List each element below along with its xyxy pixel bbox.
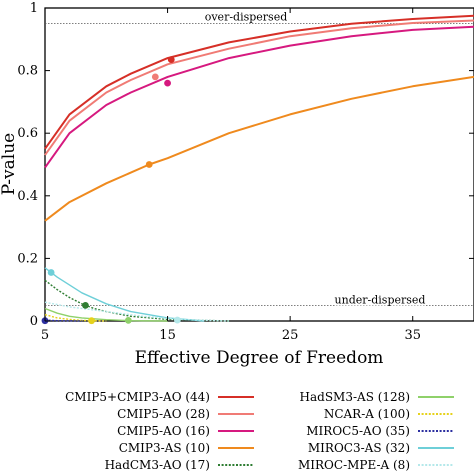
series-line-2 [44,25,474,169]
reference-label-bg [335,292,425,306]
y-tick-label: 0 [30,314,38,329]
y-tick-label: 0.8 [17,64,38,79]
reference-label-bg [201,9,291,23]
series-line-4 [44,279,229,322]
series-marker-4 [82,301,89,309]
series-line-7 [44,319,82,322]
y-tick-label: 1 [30,1,38,16]
legend-label-4: HadCM3-AO (17) [105,458,210,472]
legend-label-1: CMIP5-AO (28) [117,407,210,421]
x-tick-label: 35 [404,328,421,343]
series-marker-2 [164,79,171,87]
legend-label-5: HadSM3-AS (128) [300,390,410,404]
series-line-3 [44,75,474,222]
series-marker-9 [173,316,181,324]
legend-label-9: MIROC-MPE-A (8) [298,458,410,472]
plot-frame [44,7,474,322]
x-axis-label: Effective Degree of Freedom [135,348,384,368]
series-line-9 [44,301,229,322]
series-marker-8 [47,269,55,276]
legend-label-7: MIROC5-AO (35) [306,424,410,438]
y-tick-label: 0.4 [17,189,38,204]
series-marker-0 [167,56,175,64]
reference-label-under-dispersed: under-dispersed [335,293,426,306]
series-marker-1 [151,73,159,81]
series-line-1 [44,19,474,156]
y-tick-label: 0.2 [17,251,38,266]
reference-label-over-dispersed: over-dispersed [205,11,288,24]
legend-label-3: CMIP3-AS (10) [119,441,210,455]
series-marker-6 [88,317,95,325]
legend-label-8: MIROC3-AS (32) [308,441,410,455]
legend-label-2: CMIP5-AO (16) [117,424,210,438]
series-line-6 [44,314,107,322]
series-line-8 [44,267,205,322]
legend-label-6: NCAR-A (100) [324,407,410,421]
y-axis-label: P-value [0,133,19,195]
x-tick-label: 5 [41,328,49,343]
legend: CMIP5+CMIP3-AO (44) CMIP5-AO (28) CMIP5-AO… [65,390,454,472]
legend-label-0: CMIP5+CMIP3-AO (44) [65,390,210,404]
series-marker-3 [145,161,153,168]
x-tick-label: 15 [159,328,176,343]
series-marker-5 [124,316,132,324]
x-tick-label: 25 [282,328,299,343]
series-line-0 [44,14,474,150]
y-tick-label: 0.6 [17,126,38,141]
